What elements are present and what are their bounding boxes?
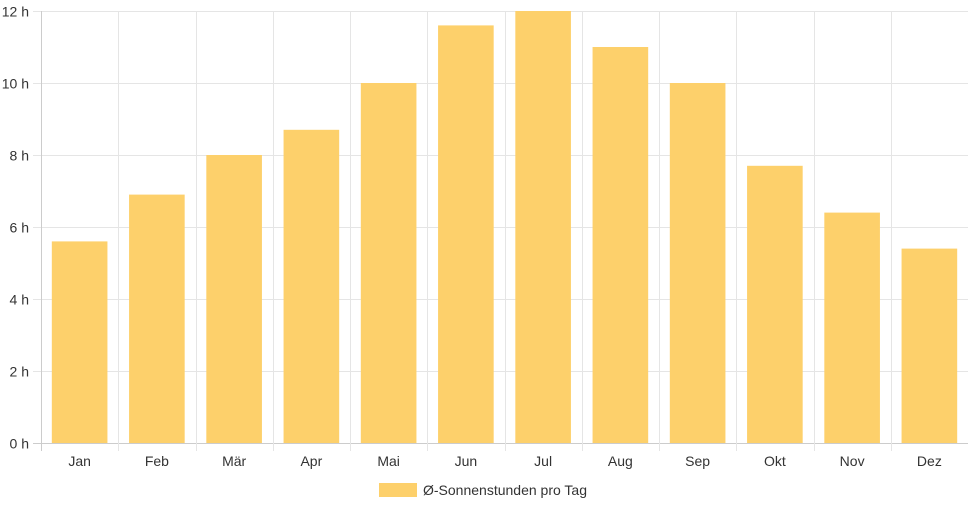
y-tick-label: 8 h	[10, 148, 29, 164]
y-tick-label: 10 h	[2, 76, 29, 92]
x-tick-label: Mär	[222, 453, 246, 469]
x-tick-label: Mai	[377, 453, 400, 469]
x-tick-label: Feb	[145, 453, 169, 469]
bar-jan[interactable]	[51, 241, 108, 443]
x-tick-label: Aug	[608, 453, 633, 469]
y-tick-label: 6 h	[10, 220, 29, 236]
y-tick-label: 2 h	[10, 364, 29, 380]
bar-okt[interactable]	[747, 165, 803, 444]
x-tick-label: Nov	[840, 453, 865, 469]
bar-jul[interactable]	[515, 11, 571, 443]
y-tick-label: 4 h	[10, 292, 29, 308]
bar-sep[interactable]	[669, 83, 726, 443]
bar-dez[interactable]	[901, 248, 958, 443]
y-tick-label: 0 h	[10, 436, 29, 452]
bar-apr[interactable]	[283, 129, 340, 444]
legend-label: Ø-Sonnenstunden pro Tag	[423, 482, 587, 498]
x-tick-label: Dez	[917, 453, 942, 469]
x-axis: Jan Feb Mär Apr Mai Jun Jul Aug Sep Okt Nov Dez	[68, 453, 941, 469]
x-tick-label: Apr	[300, 453, 322, 469]
legend[interactable]: Ø-Sonnenstunden pro Tag	[379, 482, 587, 498]
x-tick-label: Okt	[764, 453, 786, 469]
bar-mär[interactable]	[206, 155, 262, 443]
bar-feb[interactable]	[129, 194, 185, 443]
x-tick-label: Sep	[685, 453, 710, 469]
bar-aug[interactable]	[592, 47, 649, 443]
bar-mai[interactable]	[360, 83, 417, 443]
bar-jun[interactable]	[438, 25, 494, 444]
y-axis: 0 h 2 h 4 h 6 h 8 h 10 h 12 h	[2, 4, 29, 452]
y-tick-label: 12 h	[2, 4, 29, 20]
legend-swatch	[379, 483, 417, 497]
grid	[33, 11, 968, 451]
x-tick-label: Jun	[455, 453, 478, 469]
x-tick-label: Jul	[534, 453, 552, 469]
bars	[51, 11, 958, 444]
x-tick-label: Jan	[68, 453, 91, 469]
bar-nov[interactable]	[824, 212, 880, 443]
